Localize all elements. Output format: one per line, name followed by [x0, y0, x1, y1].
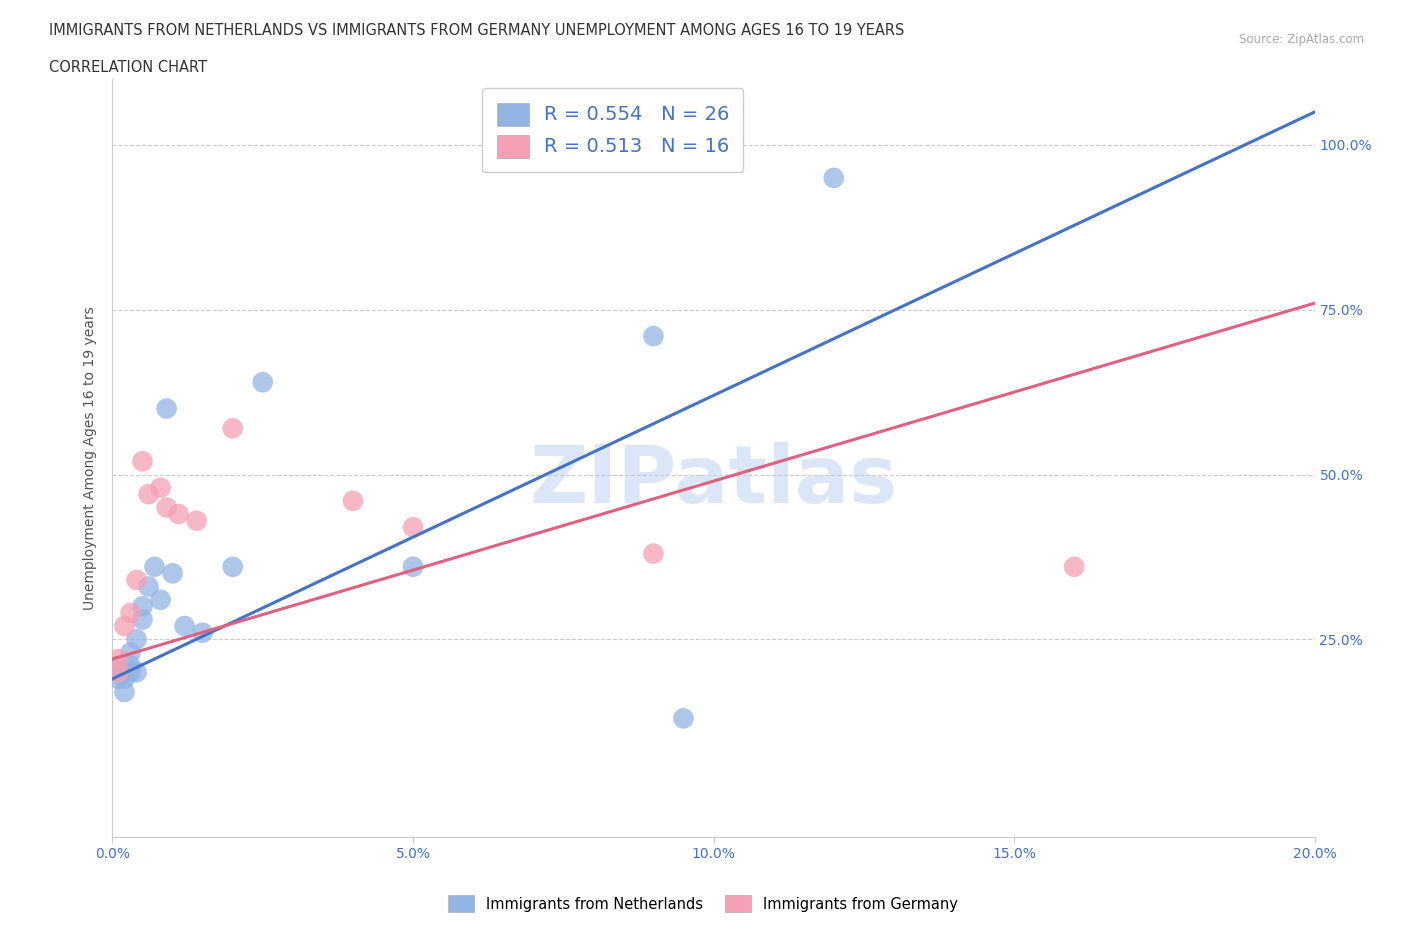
Point: [155, 500, 177, 515]
Point: [114, 618, 136, 633]
Point: [252, 375, 274, 390]
Point: [173, 618, 195, 633]
Point: [107, 652, 129, 667]
Point: [120, 645, 142, 660]
Text: Source: ZipAtlas.com: Source: ZipAtlas.com: [1239, 33, 1364, 46]
Text: IMMIGRANTS FROM NETHERLANDS VS IMMIGRANTS FROM GERMANY UNEMPLOYMENT AMONG AGES 1: IMMIGRANTS FROM NETHERLANDS VS IMMIGRANT…: [49, 23, 904, 38]
Point: [186, 513, 208, 528]
Point: [131, 599, 153, 614]
Point: [125, 631, 148, 646]
Point: [149, 480, 172, 495]
Legend: Immigrants from Netherlands, Immigrants from Germany: Immigrants from Netherlands, Immigrants …: [443, 890, 963, 918]
Point: [107, 658, 129, 673]
Point: [143, 559, 166, 574]
Point: [222, 421, 245, 436]
Point: [402, 559, 425, 574]
Point: [125, 665, 148, 680]
Point: [167, 507, 190, 522]
Point: [643, 328, 665, 343]
Point: [125, 573, 148, 588]
Point: [222, 559, 245, 574]
Point: [107, 665, 129, 680]
Text: CORRELATION CHART: CORRELATION CHART: [49, 60, 207, 75]
Point: [672, 711, 695, 725]
Point: [107, 665, 129, 680]
Point: [131, 454, 153, 469]
Y-axis label: Unemployment Among Ages 16 to 19 years: Unemployment Among Ages 16 to 19 years: [83, 306, 97, 610]
Point: [138, 579, 160, 594]
Point: [131, 612, 153, 627]
Legend: R = 0.554   N = 26, R = 0.513   N = 16: R = 0.554 N = 26, R = 0.513 N = 16: [482, 88, 744, 172]
Point: [107, 671, 129, 686]
Point: [342, 494, 364, 509]
Point: [823, 170, 845, 185]
Text: ZIPatlas: ZIPatlas: [530, 442, 897, 520]
Point: [120, 605, 142, 620]
Point: [149, 592, 172, 607]
Point: [114, 671, 136, 686]
Point: [162, 566, 184, 581]
Point: [191, 625, 214, 640]
Point: [155, 401, 177, 416]
Point: [643, 546, 665, 561]
Point: [120, 658, 142, 673]
Point: [114, 665, 136, 680]
Point: [120, 665, 142, 680]
Point: [402, 520, 425, 535]
Point: [1063, 559, 1085, 574]
Point: [114, 684, 136, 699]
Point: [138, 486, 160, 501]
